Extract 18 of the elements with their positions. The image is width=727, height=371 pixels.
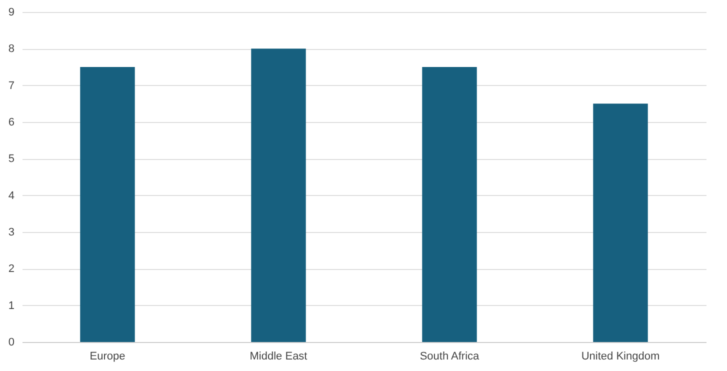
x-tick-label: Middle East: [250, 350, 308, 362]
y-tick-label: 6: [8, 116, 14, 128]
y-tick-label: 0: [8, 336, 14, 348]
bar: [593, 104, 648, 342]
bar: [422, 67, 477, 342]
y-tick-label: 3: [8, 226, 14, 238]
x-tick-label: United Kingdom: [581, 350, 660, 362]
y-tick-label: 4: [8, 190, 14, 202]
bar: [80, 67, 135, 342]
y-tick-label: 8: [8, 43, 14, 56]
x-tick-label: Europe: [90, 350, 126, 362]
y-tick-label: 1: [8, 300, 14, 312]
y-tick-label: 7: [8, 80, 14, 92]
y-tick-label: 5: [8, 153, 14, 166]
bar: [251, 48, 306, 342]
y-tick-label: 2: [8, 263, 14, 276]
y-tick-label: 9: [8, 6, 14, 18]
x-tick-label: South Africa: [420, 350, 480, 362]
